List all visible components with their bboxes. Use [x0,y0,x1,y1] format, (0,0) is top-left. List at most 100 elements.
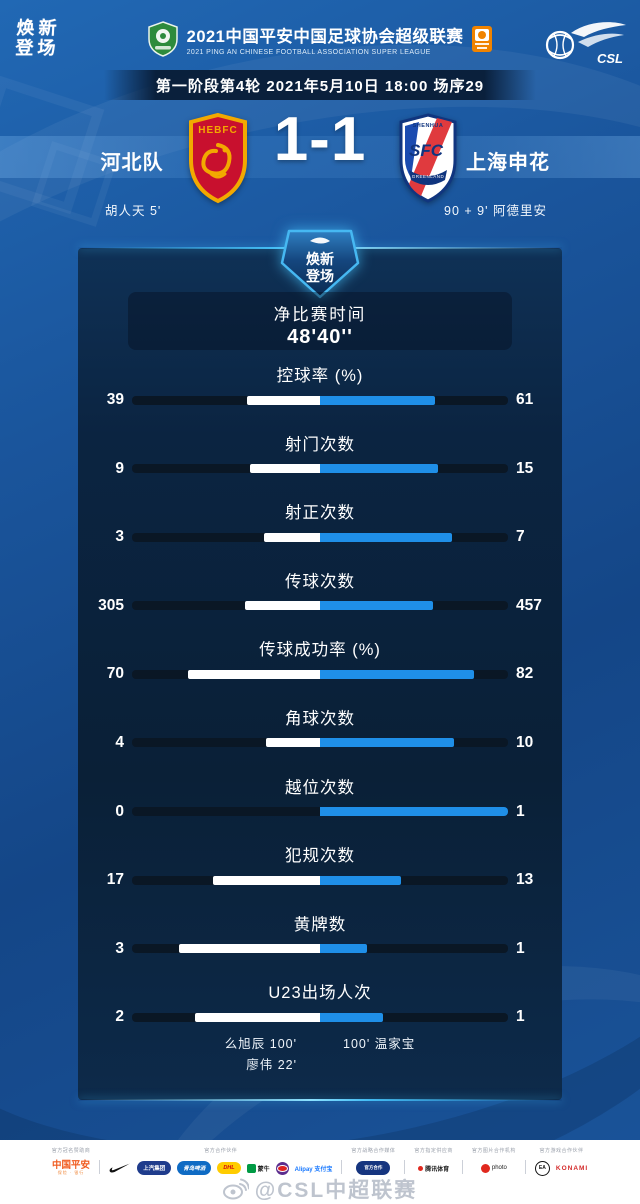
sponsor-group: 官方冠名赞助商中国平安 保险 · 银行 [52,1147,91,1178]
away-stat-bar [320,1012,383,1022]
home-stat-bar [188,669,320,679]
stat-row: 射正次数 3 7 [78,485,562,554]
sponsor-logo-konami: KONAMI [555,1164,589,1172]
sponsor-logo-ea: EA [534,1160,550,1176]
watermark-text: @CSL中超联赛 [254,1179,418,1202]
stat-row: 传球次数 305 457 [78,554,562,623]
sponsor-footer: 官方冠名赞助商 中国平安 保险 · 银行 官方合作伙伴 上汽集团 青岛啤酒 DHL 蒙牛 Ali… [0,1140,640,1204]
sponsor-divider [341,1160,343,1174]
weibo-watermark: @CSL中超联赛 [0,1174,640,1204]
sponsor-divider [99,1160,101,1174]
away-stat-value: 1 [516,939,525,957]
stat-label: 犯规次数 [285,847,355,866]
u23-substitutions: 么旭辰 100' 100' 温家宝廖伟 22' [78,1034,562,1076]
home-scorers: 胡人天 5' [105,204,162,218]
panel-bottom-glow [78,1099,562,1101]
sponsor-group-caption: 官方游戏合作伙伴 [539,1148,584,1154]
away-stat-value: 10 [516,733,534,751]
away-stat-bar [320,875,402,885]
stat-bar-track [132,464,508,474]
sponsor-group-caption: 官方合作伙伴 [204,1148,238,1154]
sponsor-group: 官方合作伙伴 上汽集团 青岛啤酒 DHL 蒙牛 Alipay 支付宝 [109,1147,332,1178]
stat-bar-track [132,669,508,679]
stat-row: 控球率 (%) 39 61 [78,348,562,417]
away-stat-value: 61 [516,391,534,408]
stat-label: 射门次数 [285,435,355,454]
sponsor-logo-pingan: 中国平安 保险 · 银行 [52,1159,91,1176]
away-stat-bar [320,669,475,679]
sponsor-logo-dhl: DHL [217,1162,241,1174]
home-stat-bar [194,1012,320,1022]
stat-bar-track [132,944,508,954]
stat-label: 控球率 (%) [276,367,364,385]
home-stat-value: 17 [106,871,124,889]
stat-row: 犯规次数 17 13 [78,828,562,897]
sponsor-group: 官方战略合作媒体 官方合作 [351,1147,395,1178]
away-stat-value: 457 [516,596,542,614]
sponsor-strip: 官方冠名赞助商 中国平安 保险 · 银行 官方合作伙伴 上汽集团 青岛啤酒 DHL 蒙牛 Ali… [0,1147,640,1178]
home-team-name: 河北队 [100,152,164,174]
stat-row: 越位次数 0 1 [78,760,562,829]
stat-label: 射正次数 [285,504,355,523]
sponsor-logo-beer: 青岛啤酒 [177,1161,212,1175]
u23-home-player: 廖伟 22' [246,1058,297,1072]
net-time-value: 48'40'' [287,326,353,348]
away-team-name: 上海申花 [466,152,550,174]
u23-home-player: 么旭辰 100' [224,1037,297,1051]
stat-bar-track [132,738,508,748]
csl-logo: CSL [540,18,628,75]
u23-sub-row: 么旭辰 100' 100' 温家宝 [78,1034,562,1055]
stat-label: U23出场人次 [268,984,372,1003]
sponsor-logo-partner-badge: 官方合作 [356,1161,391,1175]
stat-label: 角球次数 [285,709,355,728]
stat-label: 越位次数 [285,778,355,797]
stat-bar-track [132,601,508,611]
stats-panel: 焕新 登场 净比赛时间 48'40'' 控球率 (%) 39 61 射门次数 9 15 射正… [78,229,562,1101]
stat-bar-track [132,395,508,405]
sponsor-logo-ic-photo: photo [480,1163,507,1173]
sponsor-group-items: 官方合作 [356,1158,391,1178]
stat-bar-track [132,875,508,885]
pingan-sponsor-badge-icon [472,26,493,52]
sponsor-group-caption: 官方冠名赞助商 [51,1148,91,1154]
u23-sub-row: 廖伟 22' [78,1055,562,1076]
league-subtitle: 2021 PING AN CHINESE FOOTBALL ASSOCIATIO… [186,48,431,56]
mini-csl-swoosh-icon [310,237,330,244]
score-band [0,136,640,178]
net-time-label: 净比赛时间 [273,306,367,324]
sponsor-group-items: 腾讯体育 [418,1158,449,1178]
away-badge-text: SFC [409,141,444,160]
sponsor-group: 官方游戏合作伙伴 EA KONAMI [534,1147,589,1178]
red-circle-icon [480,1163,490,1173]
sponsor-group: 官方指定供应商腾讯体育 [414,1147,453,1178]
stat-label: 黄牌数 [293,915,347,934]
home-stat-bar [249,464,320,474]
pentagon-badge-line1: 焕新 [306,251,334,267]
match-score: 1-1 [273,105,367,174]
away-scorers: 90 + 9' 阿德里安 [444,204,547,218]
pentagon-brand-badge: 焕新 登场 [277,224,363,307]
home-stat-value: 305 [98,596,124,614]
stat-bar-track [132,532,508,542]
away-stat-value: 15 [516,459,534,477]
away-stat-bar [320,601,433,611]
sponsor-group-items: photo [480,1158,507,1178]
away-stat-value: 1 [516,1008,525,1026]
league-title: 2021中国平安中国足球协会超级联赛 [186,27,464,46]
sponsor-group-items: 中国平安 保险 · 银行 [52,1158,90,1178]
round-info-text: 第一阶段第4轮 2021年5月10日 18:00 场序29 [155,77,485,95]
stat-bar-track [132,1012,508,1022]
away-stat-value: 7 [516,528,525,546]
league-lockup: 2021中国平安中国足球协会超级联赛 2021 PING AN CHINESE … [0,21,640,57]
away-team-badge-icon: SHENHUA SFC GREENLAND [397,112,459,209]
stat-label: 传球成功率 (%) [259,641,381,660]
away-stat-bar [320,464,438,474]
away-stat-bar [320,532,452,542]
home-stat-value: 2 [115,1008,124,1026]
stat-row: 传球成功率 (%) 70 82 [78,622,562,691]
sponsor-group-caption: 官方指定供应商 [414,1148,453,1154]
u23-gap [297,1034,343,1055]
home-stat-value: 39 [106,391,124,408]
sponsor-logo-kangshifu [275,1161,289,1175]
